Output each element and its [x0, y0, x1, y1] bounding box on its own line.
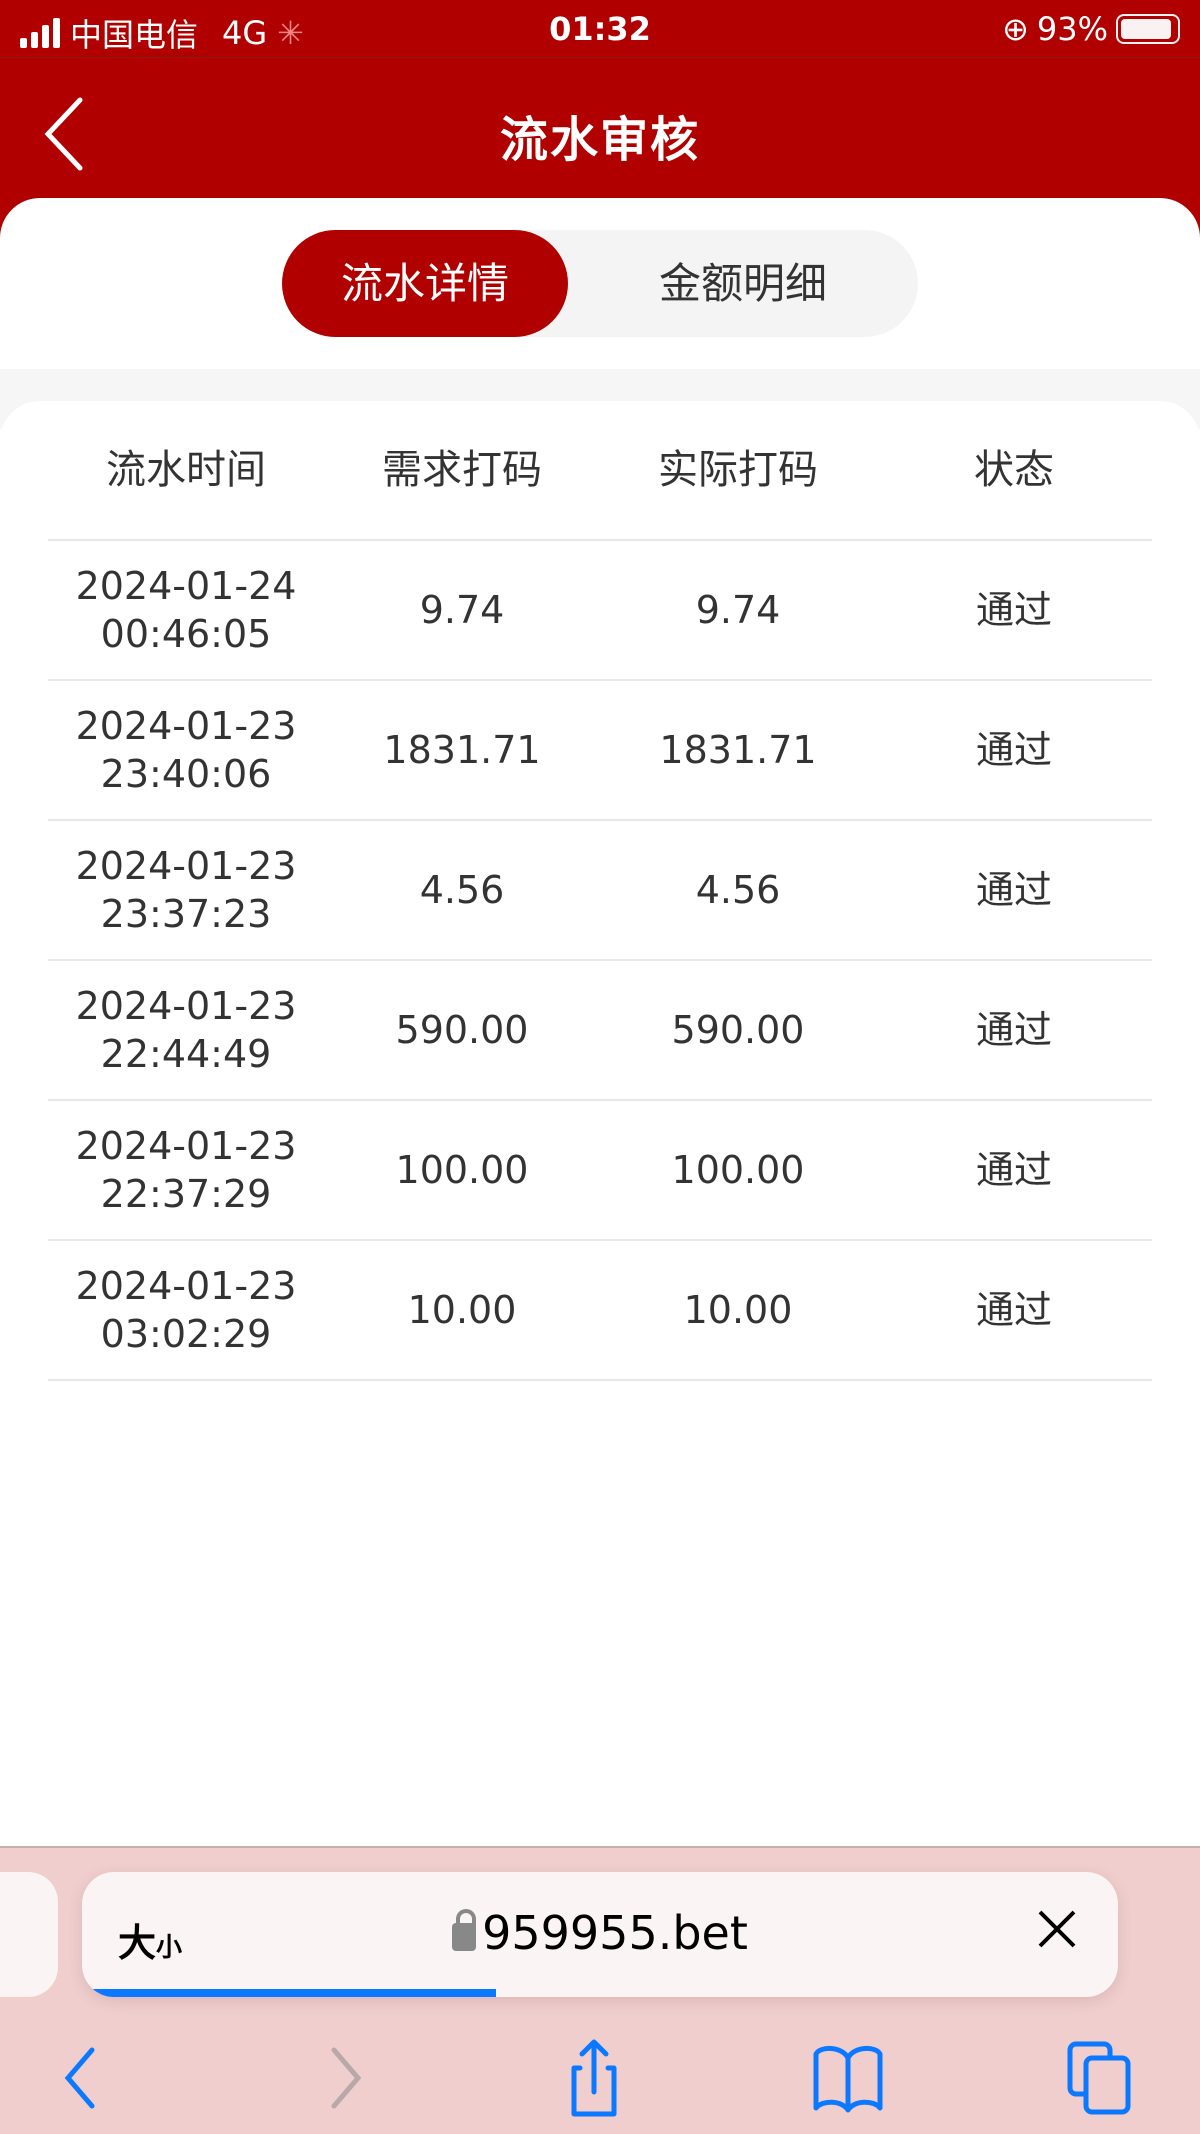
- table-row: 2024-01-23 23:40:06 1831.71 1831.71 通过: [48, 681, 1152, 821]
- status-bar: 中国电信 4G ✳ 01:32 ⊕ 93%: [0, 0, 1200, 58]
- page-title: 流水审核: [499, 112, 700, 168]
- status-text: 通过: [975, 728, 1052, 772]
- tab-amount-details[interactable]: 金额明细: [658, 259, 827, 308]
- flow-table: 流水时间 需求打码 实际打码 状态 2024-01-24 00:46:05 9.7…: [48, 401, 1152, 1381]
- signal-icon: [20, 18, 60, 48]
- flow-time: 2024-01-23 03:02:29: [75, 1264, 297, 1356]
- required-amount: 590.00: [395, 1008, 529, 1052]
- bookmarks-icon[interactable]: [808, 2038, 888, 2118]
- battery-icon: [1116, 14, 1180, 44]
- actual-amount: 590.00: [671, 1008, 805, 1052]
- text-size-button[interactable]: 大小: [118, 1921, 183, 1965]
- forward-nav-icon[interactable]: [304, 2038, 384, 2118]
- table-row: 2024-01-23 03:02:29 10.00 10.00 通过: [48, 1241, 1152, 1381]
- table-row: 2024-01-23 22:44:49 590.00 590.00 通过: [48, 961, 1152, 1101]
- load-progress-bar: [82, 1989, 497, 1997]
- required-amount: 4.56: [419, 868, 505, 912]
- flow-time: 2024-01-23 23:37:23: [75, 844, 297, 936]
- share-icon[interactable]: [554, 2038, 634, 2118]
- required-amount: 1831.71: [383, 728, 541, 772]
- flow-time: 2024-01-24 00:46:05: [75, 564, 297, 656]
- status-text: 通过: [975, 1148, 1052, 1192]
- table-card: 流水时间 需求打码 实际打码 状态 2024-01-24 00:46:05 9.7…: [0, 401, 1200, 1846]
- column-header: 实际打码: [658, 447, 818, 493]
- network-type: 4G: [222, 14, 268, 52]
- required-amount: 9.74: [419, 588, 505, 632]
- table-row: 2024-01-23 23:37:23 4.56 4.56 通过: [48, 821, 1152, 961]
- required-amount: 10.00: [407, 1288, 517, 1332]
- address-bar[interactable]: 大小 959955.bet: [82, 1872, 1118, 1997]
- loading-icon: ✳: [277, 14, 304, 52]
- column-header: 需求打码: [382, 447, 542, 493]
- actual-amount: 10.00: [683, 1288, 793, 1332]
- status-text: 通过: [975, 1008, 1052, 1052]
- lock-icon: [452, 1909, 477, 1951]
- flow-time: 2024-01-23 22:37:29: [75, 1124, 297, 1216]
- column-header: 状态: [974, 447, 1054, 493]
- actual-amount: 1831.71: [659, 728, 817, 772]
- status-text: 通过: [975, 868, 1052, 912]
- previous-tab[interactable]: [0, 1872, 58, 1997]
- rotation-lock-icon: ⊕: [1002, 10, 1029, 48]
- stop-loading-button[interactable]: [1032, 1904, 1082, 1954]
- actual-amount: 4.56: [695, 868, 781, 912]
- url-text: 959955.bet: [482, 1906, 748, 1960]
- actual-amount: 100.00: [671, 1148, 805, 1192]
- status-text: 通过: [975, 1288, 1052, 1332]
- back-button[interactable]: [40, 94, 90, 174]
- carrier: 中国电信: [70, 16, 199, 54]
- table-header: 流水时间 需求打码 实际打码 状态: [48, 401, 1152, 541]
- tab-flow-details[interactable]: 流水详情: [282, 230, 568, 337]
- table-row: 2024-01-23 22:37:29 100.00 100.00 通过: [48, 1101, 1152, 1241]
- table-row: 2024-01-24 00:46:05 9.74 9.74 通过: [48, 541, 1152, 681]
- back-nav-icon[interactable]: [44, 2038, 124, 2118]
- browser-toolbar: 大小 959955.bet: [0, 1846, 1200, 2134]
- flow-time: 2024-01-23 22:44:49: [75, 984, 297, 1076]
- required-amount: 100.00: [395, 1148, 529, 1192]
- tab-card: 流水详情 金额明细: [0, 198, 1200, 369]
- column-header: 流水时间: [106, 447, 266, 493]
- tabs-icon[interactable]: [1064, 2038, 1144, 2118]
- segmented-control: 流水详情 金额明细: [282, 230, 918, 337]
- clock: 01:32: [549, 10, 651, 48]
- status-text: 通过: [975, 588, 1052, 632]
- actual-amount: 9.74: [695, 588, 781, 632]
- flow-time: 2024-01-23 23:40:06: [75, 704, 297, 796]
- battery-percent: 93%: [1036, 10, 1108, 48]
